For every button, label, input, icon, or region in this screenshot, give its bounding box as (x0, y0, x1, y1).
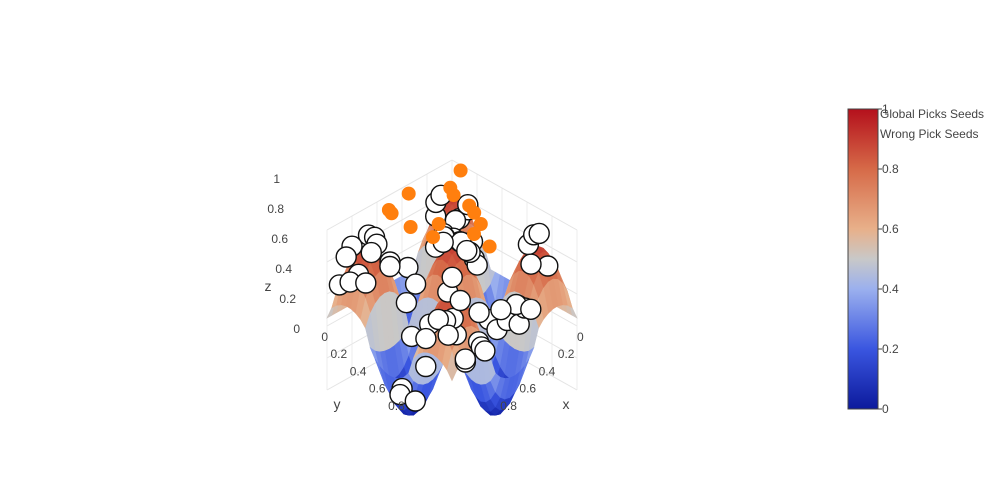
legend[interactable]: Global Picks Seeds Wrong Pick Seeds (880, 107, 984, 141)
wrong-pick-seed-marker[interactable] (336, 247, 356, 267)
global-pick-seed-marker[interactable] (432, 218, 445, 231)
x-tick-label: 0.6 (519, 382, 536, 396)
z-tick-label: 0.2 (279, 292, 296, 306)
x-tick-label: 0.8 (500, 399, 517, 413)
colorbar-tick-label: 0.8 (882, 162, 899, 176)
wrong-pick-seed-marker[interactable] (521, 254, 541, 274)
x-tick-label: 0.4 (539, 364, 556, 378)
colorbar-fill (848, 109, 878, 409)
global-pick-seed-marker[interactable] (427, 231, 440, 244)
z-axis-title: z (265, 278, 272, 294)
wrong-pick-seed-marker[interactable] (416, 329, 436, 349)
wrong-pick-seed-marker[interactable] (361, 243, 381, 263)
y-tick-label: 0.6 (369, 382, 386, 396)
colorbar-tick-label: 0.6 (882, 222, 899, 236)
wrong-pick-seed-marker[interactable] (406, 274, 426, 294)
wrong-pick-seed-marker[interactable] (469, 303, 489, 323)
colorbar-tick-label: 0 (882, 402, 889, 416)
global-pick-seed-marker[interactable] (483, 240, 496, 253)
global-pick-seed-marker[interactable] (447, 189, 460, 202)
wrong-pick-seed-marker[interactable] (455, 349, 475, 369)
legend-item-wrong-picks[interactable]: Wrong Pick Seeds (880, 127, 979, 141)
x-tick-label: 0.2 (558, 347, 575, 361)
colorbar-tick-label: 0.4 (882, 282, 899, 296)
global-pick-seed-marker[interactable] (385, 207, 398, 220)
x-axis-title: x (563, 396, 570, 412)
global-pick-seed-marker[interactable] (468, 206, 481, 219)
global-pick-seed-marker[interactable] (454, 164, 467, 177)
wrong-pick-seed-marker[interactable] (380, 257, 400, 277)
wrong-pick-seed-marker[interactable] (356, 273, 376, 293)
global-pick-seed-marker[interactable] (468, 228, 481, 241)
global-pick-seed-marker[interactable] (404, 221, 417, 234)
wrong-pick-seed-marker[interactable] (405, 391, 425, 411)
z-tick-label: 0 (293, 322, 300, 336)
y-tick-label: 0.4 (350, 364, 367, 378)
wrong-pick-seed-marker[interactable] (529, 223, 549, 243)
y-tick-label: 0 (321, 330, 328, 344)
wrong-pick-seed-marker[interactable] (457, 241, 477, 261)
colorbar: 00.20.40.60.81 (848, 102, 899, 416)
y-axis-title: y (334, 396, 341, 412)
wrong-pick-seed-marker[interactable] (396, 293, 416, 313)
y-tick-label: 0.2 (331, 347, 348, 361)
wrong-pick-seed-marker[interactable] (416, 357, 436, 377)
z-tick-label: 1 (273, 172, 280, 186)
z-tick-label: 0.8 (267, 202, 284, 216)
wrong-pick-seed-marker[interactable] (475, 341, 495, 361)
z-tick-label: 0.6 (271, 232, 288, 246)
z-tick-label: 0.4 (275, 262, 292, 276)
wrong-pick-seed-marker[interactable] (442, 267, 462, 287)
y-tick-label: 0.8 (388, 399, 405, 413)
global-pick-seed-marker[interactable] (402, 187, 415, 200)
x-tick-label: 0 (577, 330, 584, 344)
wrong-pick-seed-marker[interactable] (491, 300, 511, 320)
wrong-pick-seed-marker[interactable] (438, 325, 458, 345)
wrong-pick-seed-marker[interactable] (450, 291, 470, 311)
wrong-pick-seed-marker[interactable] (521, 299, 541, 319)
colorbar-tick-label: 0.2 (882, 342, 899, 356)
colorbar-ticks: 00.20.40.60.81 (878, 102, 899, 416)
legend-item-global-picks[interactable]: Global Picks Seeds (880, 107, 984, 121)
